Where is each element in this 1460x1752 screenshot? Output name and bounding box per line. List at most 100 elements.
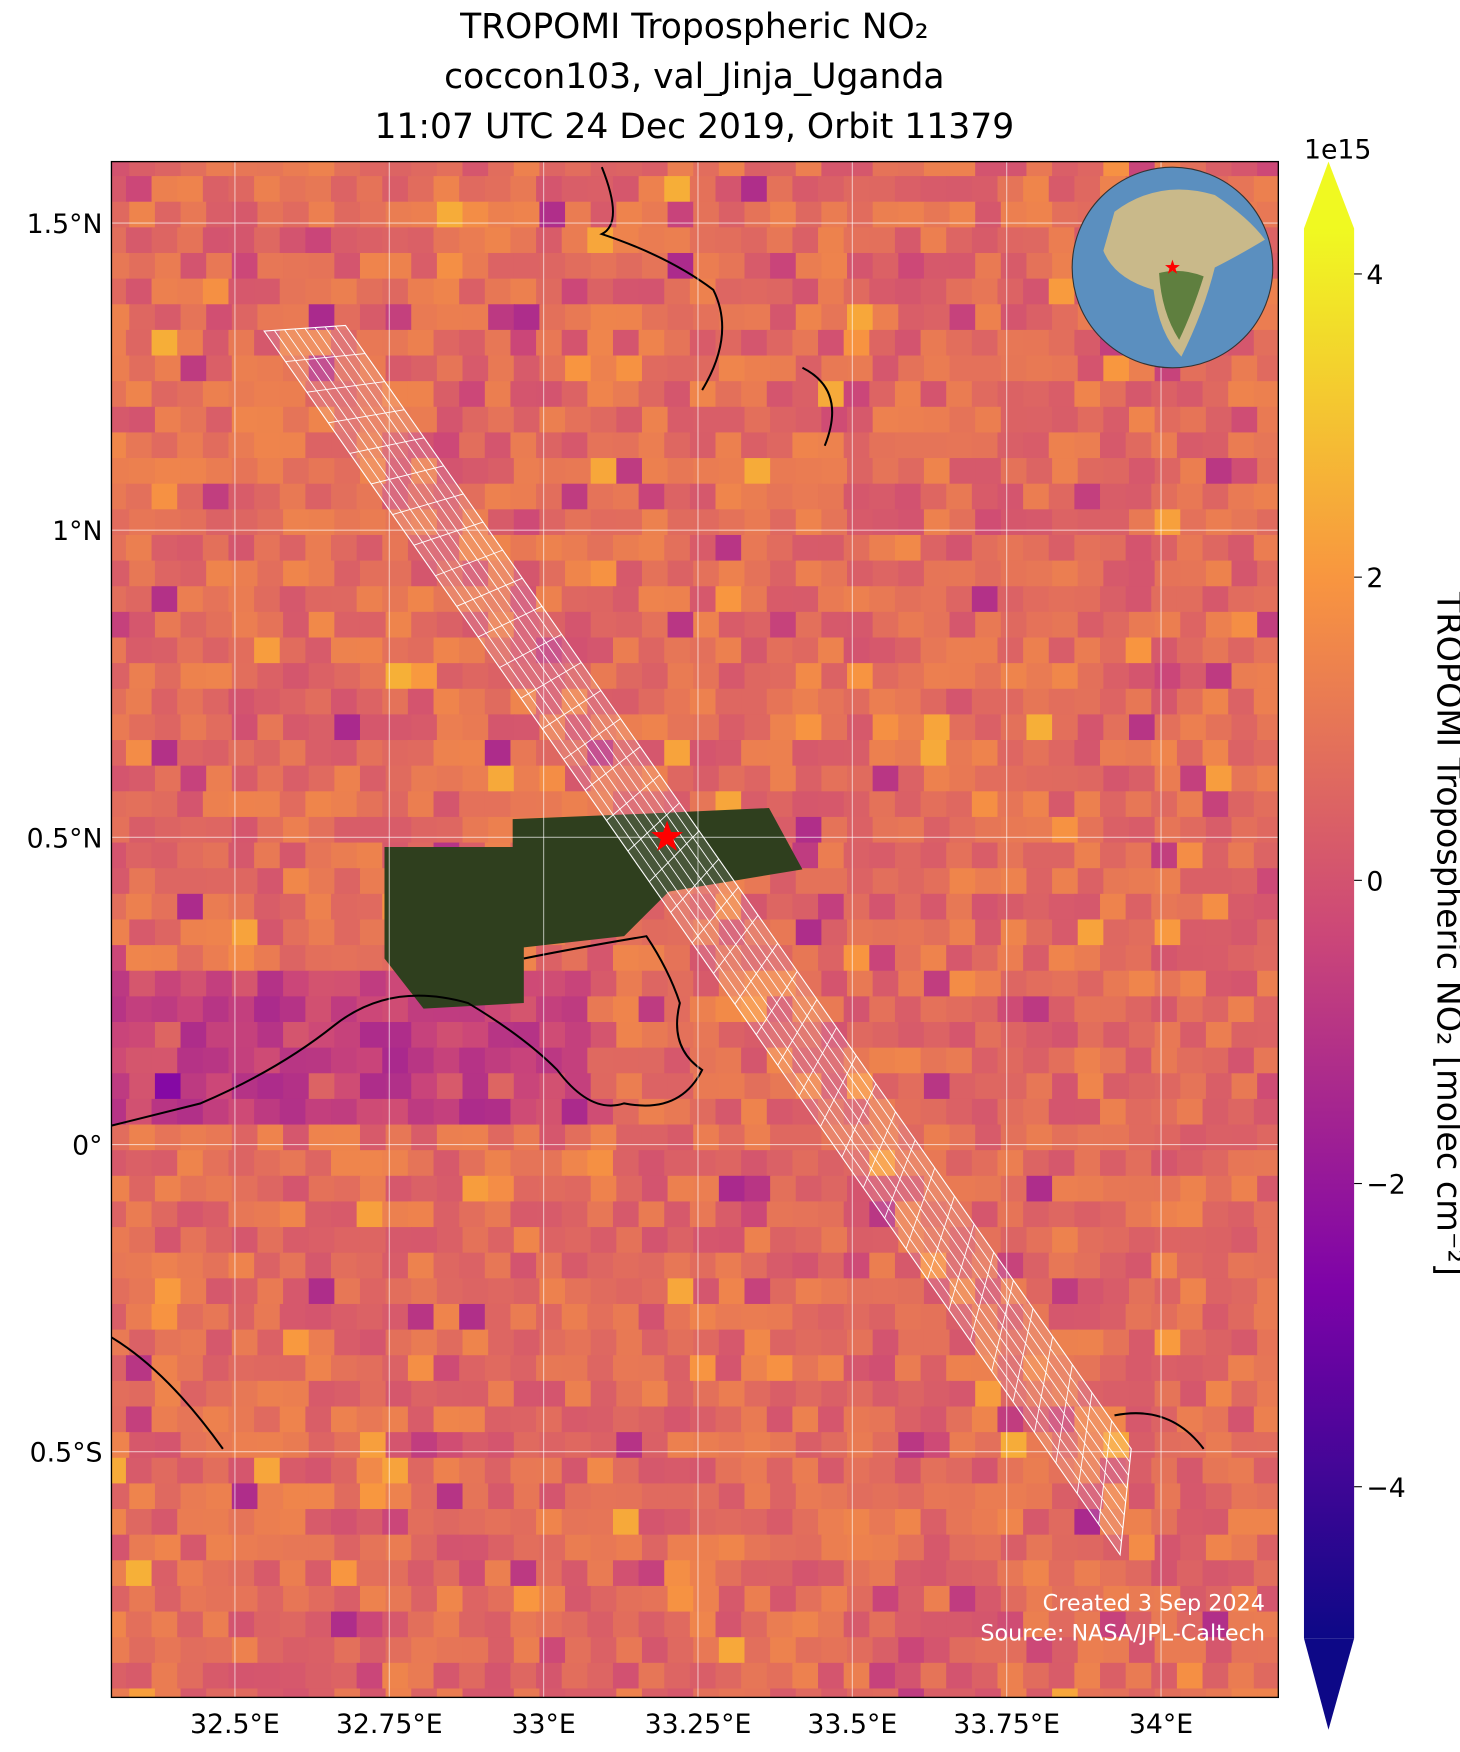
pixel	[1253, 945, 1279, 972]
pixel	[407, 791, 435, 819]
pixel	[228, 586, 256, 613]
pixel	[411, 1124, 438, 1152]
pixel	[382, 1303, 410, 1331]
pixel	[638, 176, 666, 203]
pixel	[382, 1611, 410, 1639]
pixel	[818, 740, 845, 767]
pixel	[872, 1227, 900, 1254]
pixel	[920, 637, 948, 665]
pixel	[894, 1662, 922, 1690]
pixel	[111, 1022, 131, 1049]
pixel	[971, 688, 999, 716]
pixel	[129, 201, 157, 229]
pixel	[257, 1432, 285, 1459]
pixel	[382, 1098, 410, 1126]
pixel	[279, 483, 307, 511]
pixel	[638, 1201, 666, 1229]
pixel	[971, 176, 999, 203]
pixel	[459, 1662, 486, 1690]
pixel	[331, 637, 358, 665]
pixel	[1000, 406, 1028, 434]
pixel	[923, 868, 951, 895]
pixel	[1180, 1688, 1208, 1698]
pixel	[664, 176, 691, 203]
pixel	[872, 304, 900, 332]
pixel	[228, 381, 256, 408]
pixel	[1257, 970, 1279, 998]
pixel	[847, 201, 874, 229]
pixel	[818, 329, 845, 357]
pixel	[125, 586, 153, 613]
pixel	[641, 252, 669, 280]
pixel	[997, 1047, 1025, 1075]
pixel	[228, 432, 256, 460]
pixel	[436, 1175, 464, 1203]
pixel	[536, 1611, 563, 1639]
pixel	[154, 1585, 182, 1613]
pixel	[718, 201, 746, 229]
pixel	[1228, 1509, 1255, 1536]
pixel	[111, 252, 131, 280]
pixel	[111, 1380, 131, 1408]
pixel	[1231, 1329, 1259, 1357]
pixel	[946, 996, 973, 1024]
pixel	[125, 381, 153, 408]
pixel	[718, 1227, 746, 1254]
pixel	[206, 1227, 233, 1254]
pixel	[488, 1432, 515, 1459]
pixel	[1048, 1303, 1076, 1331]
pixel	[561, 1047, 589, 1075]
pixel	[257, 1175, 285, 1203]
pixel	[1231, 868, 1259, 895]
pixel	[920, 483, 948, 511]
pixel	[971, 227, 999, 255]
pixel	[308, 1227, 336, 1254]
pixel	[125, 227, 153, 255]
pixel	[1228, 1457, 1255, 1485]
pixel	[433, 1047, 461, 1075]
pixel	[718, 1688, 746, 1698]
pixel	[847, 663, 874, 690]
pixel	[231, 304, 259, 332]
pixel	[462, 714, 490, 742]
pixel	[1000, 868, 1028, 895]
pixel	[331, 176, 358, 203]
pixel	[334, 304, 362, 332]
pixel	[744, 1483, 772, 1511]
pixel	[667, 1432, 695, 1459]
pixel	[770, 1534, 797, 1562]
pixel	[484, 278, 512, 306]
pixel	[1151, 1560, 1179, 1588]
pixel	[151, 329, 179, 357]
pixel	[667, 663, 695, 690]
pixel	[894, 1355, 922, 1382]
pixel	[1128, 611, 1156, 639]
pixel	[872, 252, 900, 280]
pixel	[177, 996, 204, 1024]
pixel	[590, 970, 618, 998]
pixel	[536, 586, 563, 613]
pixel	[359, 1432, 387, 1459]
pixel	[667, 1483, 695, 1511]
pixel	[792, 688, 820, 716]
pixel	[1077, 458, 1105, 485]
pixel	[561, 432, 589, 460]
pixel	[997, 893, 1025, 921]
pixel	[1052, 1534, 1079, 1562]
pixel	[1128, 816, 1156, 844]
pixel	[1048, 1662, 1076, 1690]
pixel	[638, 278, 666, 306]
pixel	[949, 1380, 977, 1408]
pixel	[1103, 1227, 1131, 1254]
pixel	[111, 1098, 128, 1126]
pixel	[821, 1175, 849, 1203]
pixel	[894, 1509, 922, 1536]
pixel	[359, 1073, 387, 1101]
pixel	[1026, 1534, 1054, 1562]
pixel	[1128, 1637, 1156, 1664]
pixel	[202, 637, 230, 665]
pixel	[180, 1688, 208, 1698]
pixel	[206, 1585, 233, 1613]
pixel	[1257, 1534, 1279, 1562]
pixel	[689, 1611, 717, 1639]
